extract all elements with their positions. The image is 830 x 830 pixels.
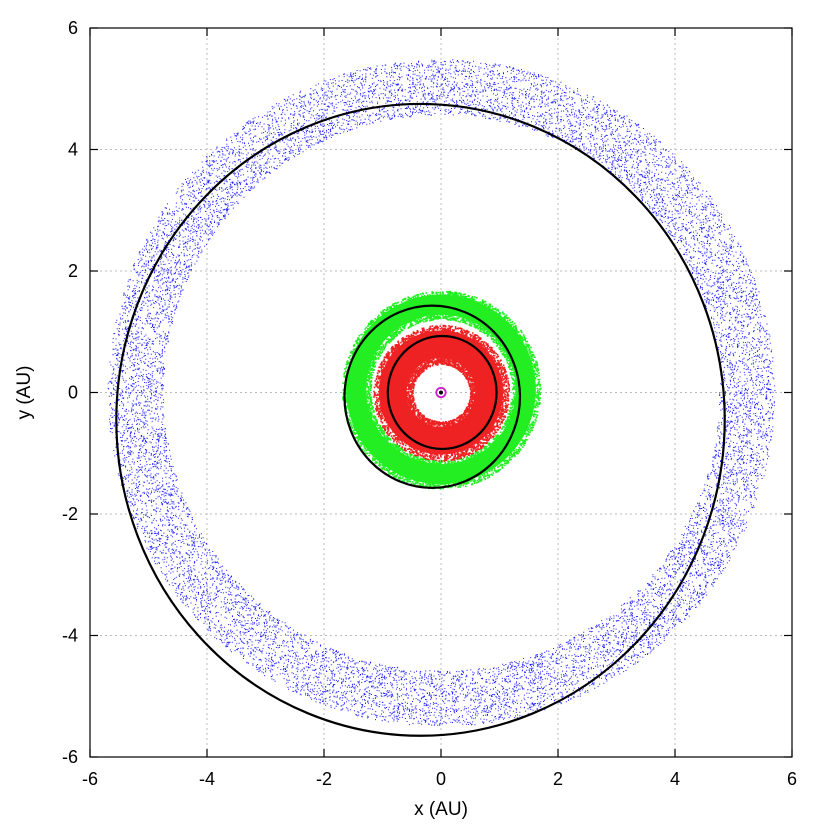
x-tick-label: -2 <box>316 769 332 789</box>
y-tick-label: 6 <box>68 18 78 38</box>
orbit-curves <box>115 102 726 737</box>
x-tick-label: 2 <box>553 769 563 789</box>
central-body-dot <box>439 390 443 395</box>
particle-belt-1 <box>342 290 542 490</box>
y-tick-label: 4 <box>68 140 78 160</box>
grid-lines <box>90 28 792 757</box>
particle-belts <box>107 59 776 726</box>
belt-fill-1 <box>346 294 536 485</box>
y-tick-label: -6 <box>62 747 78 767</box>
x-tick-label: 4 <box>670 769 680 789</box>
y-axis-title: y (AU) <box>14 366 35 420</box>
orbit-1 <box>343 304 522 489</box>
central-body-group <box>435 386 447 399</box>
orbit-0 <box>115 102 726 737</box>
y-tick-label: -4 <box>62 626 78 646</box>
x-tick-label: 6 <box>787 769 797 789</box>
axis-ticks <box>89 27 793 758</box>
x-tick-label: -4 <box>199 769 215 789</box>
y-tick-label: 0 <box>68 383 78 403</box>
x-tick-label: -6 <box>82 769 98 789</box>
orbit-2 <box>386 334 498 451</box>
y-tick-label: -2 <box>62 504 78 524</box>
x-tick-label: 0 <box>436 769 446 789</box>
x-axis-title: x (AU) <box>414 799 468 820</box>
central-body-marker <box>435 386 447 399</box>
belt-fill-2 <box>378 330 504 455</box>
y-tick-label: 2 <box>68 261 78 281</box>
particle-belt-2 <box>373 324 511 462</box>
tick-labels: -6 -4 -2 0 2 4 6 -6 -4 -2 0 2 4 6 <box>62 18 797 789</box>
belt-particles-1 <box>342 290 542 490</box>
